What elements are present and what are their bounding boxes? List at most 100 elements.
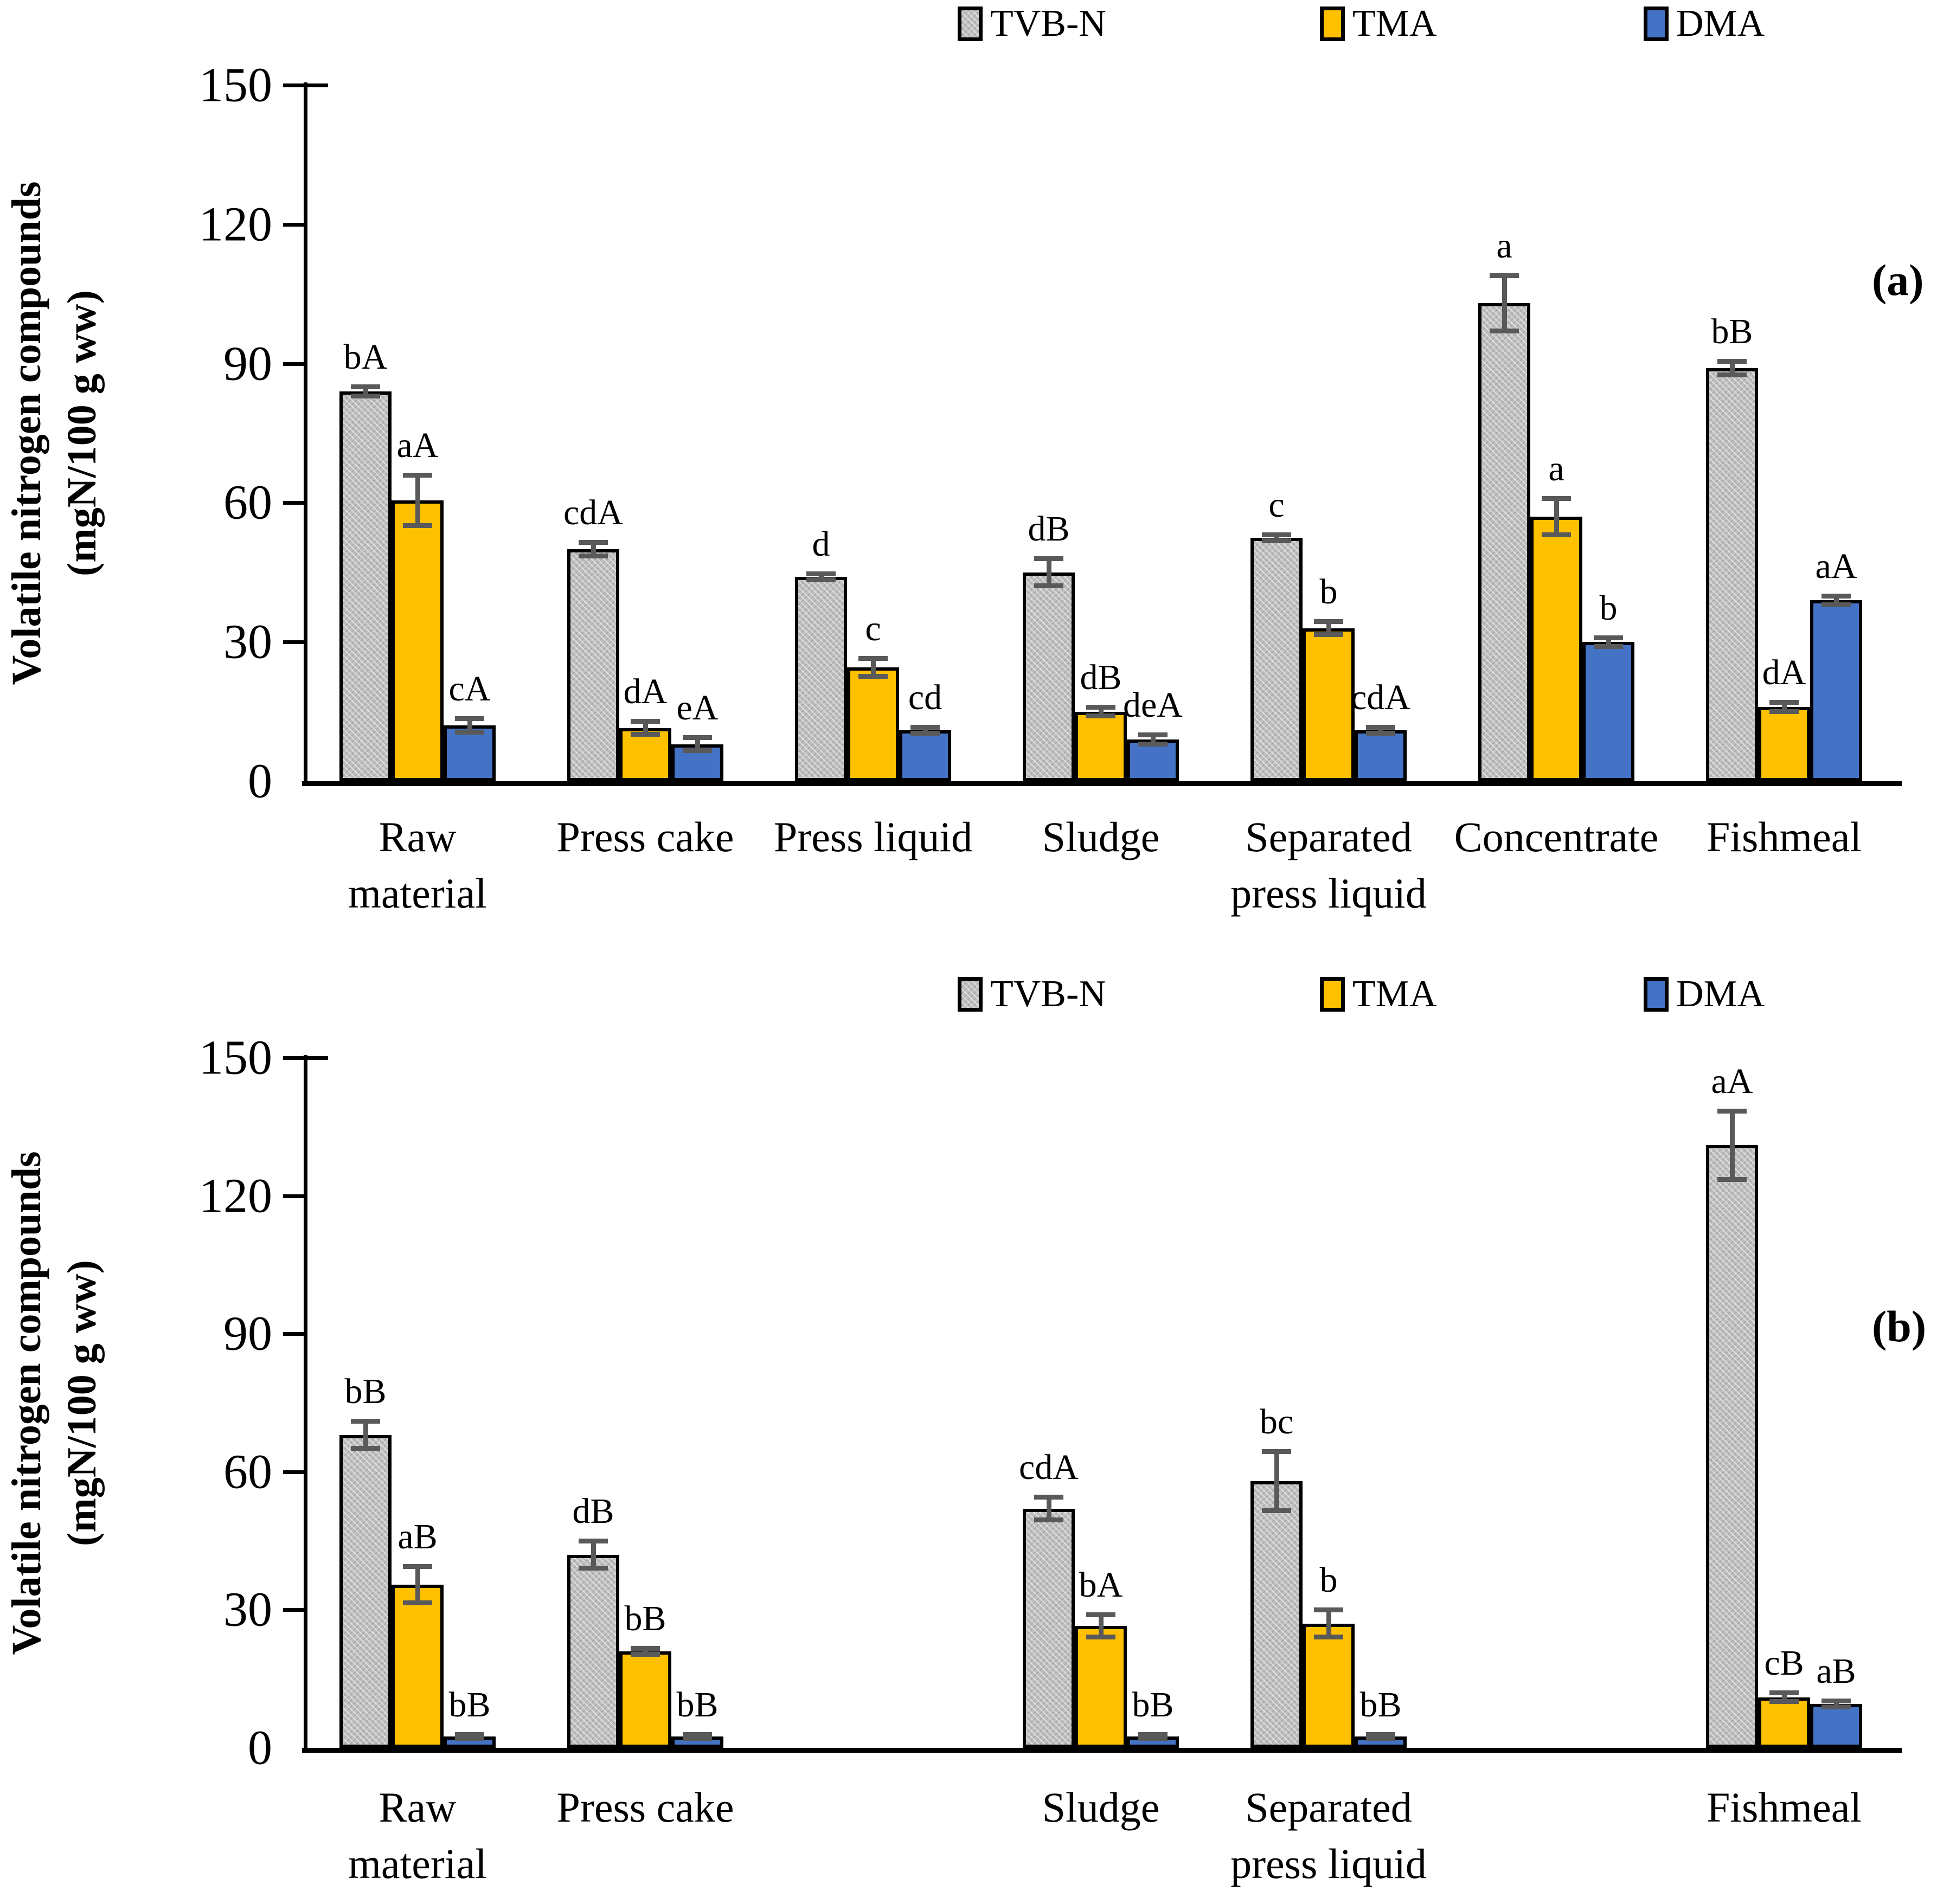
error-bar-line	[1047, 1497, 1051, 1520]
error-bar-cap-top	[1034, 556, 1063, 562]
error-bar-cap-bottom	[631, 1651, 660, 1657]
error-bar-cap-bottom	[1314, 632, 1343, 638]
error-bar-line	[1274, 534, 1279, 541]
bar-tvb-n-Concentrate	[1478, 303, 1530, 781]
y-tick-mark	[283, 501, 304, 505]
error-bar-cap-bottom	[1366, 1736, 1395, 1741]
error-bar-cap-bottom	[455, 730, 484, 735]
legend-item-tma: TMA	[1320, 2, 1437, 46]
legend-swatch-dma-icon	[1644, 977, 1669, 1012]
error-bar-cap-top	[1769, 700, 1799, 705]
bar-dma-Press liquid	[899, 730, 951, 781]
error-bar-cap-top	[351, 384, 380, 390]
error-bar-line	[643, 1648, 648, 1655]
y-axis-title-line: Volatile nitrogen compounds	[4, 1151, 49, 1655]
y-tick-label: 120	[199, 197, 272, 252]
legend-item-dma: DMA	[1644, 2, 1765, 46]
panel-letter: (a)	[1872, 255, 1924, 305]
legend-swatch-dma-icon	[1644, 7, 1669, 41]
error-bar-cap-top	[1314, 619, 1343, 624]
error-bar-line	[415, 475, 420, 526]
y-tick-label: 120	[199, 1169, 272, 1223]
error-bar-cap-bottom	[1138, 741, 1168, 747]
bar-tvb-n-Press cake	[567, 1554, 619, 1748]
category-label: Concentrate	[1454, 813, 1659, 860]
significance-label: dA	[623, 671, 668, 711]
category-label: material	[348, 870, 487, 917]
error-bar-line	[871, 658, 876, 677]
legend-swatch-tma-icon	[1320, 977, 1345, 1012]
error-bar-cap-top	[1138, 732, 1168, 738]
y-axis-title-line: (mgN/100 g ww)	[59, 290, 105, 576]
significance-label: bB	[624, 1598, 666, 1638]
y-tick-label: 150	[199, 58, 272, 112]
legend-swatch-tma-icon	[1320, 7, 1345, 41]
significance-label: b	[1319, 571, 1338, 612]
significance-label: bc	[1259, 1401, 1294, 1442]
y-tick-mark	[283, 1194, 304, 1198]
significance-label: c	[1268, 485, 1285, 525]
significance-label: cB	[1764, 1643, 1804, 1683]
error-bar-cap-top	[1086, 705, 1115, 710]
significance-label: dB	[572, 1491, 614, 1532]
y-tick-mark	[283, 222, 304, 227]
significance-label: bB	[1132, 1684, 1174, 1725]
y-tick-mark	[283, 83, 304, 87]
significance-label: b	[1599, 588, 1618, 628]
bar-tma-Press cake	[619, 1651, 671, 1748]
y-axis-top-cap	[307, 1056, 328, 1060]
significance-label: bB	[448, 1684, 491, 1725]
error-bar-cap-bottom	[1314, 1635, 1343, 1640]
error-bar-cap-top	[1262, 532, 1291, 537]
error-bar-cap-top	[683, 735, 712, 740]
bar-tma-Press liquid	[847, 667, 899, 781]
error-bar-line	[819, 574, 824, 581]
significance-label: cdA	[1019, 1448, 1079, 1488]
y-axis-title-line: Volatile nitrogen compounds	[4, 181, 49, 685]
category-label: Press cake	[556, 813, 734, 860]
error-bar-cap-bottom	[579, 1566, 608, 1571]
category-label: press liquid	[1230, 870, 1427, 917]
bar-tma-Separated press liquid	[1303, 628, 1355, 781]
category-label: Press liquid	[773, 813, 973, 860]
error-bar-cap-top	[1366, 1732, 1395, 1737]
error-bar-cap-bottom	[1138, 1736, 1168, 1741]
error-bar-cap-top	[631, 1645, 660, 1651]
error-bar-cap-bottom	[1769, 709, 1799, 714]
y-axis-top-cap	[307, 83, 328, 87]
error-bar-cap-bottom	[631, 732, 660, 737]
error-bar-cap-top	[631, 718, 660, 724]
y-tick-label: 150	[199, 1031, 272, 1085]
bar-tma-Raw material	[392, 500, 444, 781]
error-bar-cap-top	[1138, 1732, 1168, 1737]
y-tick-label: 60	[223, 1445, 272, 1499]
error-bar-line	[363, 387, 368, 396]
y-tick-mark	[283, 1332, 304, 1336]
legend-item-tvb-n: TVB-N	[958, 2, 1106, 46]
bar-tvb-n-Fishmeal	[1706, 1145, 1758, 1748]
significance-label: aA	[1815, 546, 1857, 586]
category-label: Separated	[1245, 1784, 1412, 1831]
error-bar-cap-top	[1594, 635, 1623, 640]
error-bar-line	[1378, 726, 1383, 734]
significance-label: bB	[676, 1684, 719, 1725]
category-label: Raw	[379, 813, 457, 860]
error-bar-cap-top	[1821, 1699, 1851, 1704]
significance-label: cA	[448, 669, 491, 709]
error-bar-cap-bottom	[683, 1736, 712, 1741]
error-bar-cap-bottom	[579, 553, 608, 558]
y-tick-mark	[283, 1056, 304, 1060]
bar-tvb-n-Sludge	[1023, 1508, 1075, 1748]
significance-label: deA	[1123, 685, 1183, 725]
error-bar-line	[1099, 707, 1104, 717]
panel-letter: (b)	[1872, 1302, 1927, 1351]
error-bar-cap-top	[579, 1539, 608, 1544]
error-bar-cap-bottom	[351, 1446, 380, 1451]
category-label: Press cake	[556, 1784, 734, 1831]
error-bar-cap-bottom	[455, 1736, 484, 1741]
bar-tma-Sludge	[1075, 711, 1127, 781]
y-axis-title-line: (mgN/100 g ww)	[59, 1260, 105, 1546]
error-bar-cap-top	[1769, 1690, 1799, 1696]
y-tick-mark	[283, 1470, 304, 1474]
error-bar-line	[1502, 275, 1507, 331]
